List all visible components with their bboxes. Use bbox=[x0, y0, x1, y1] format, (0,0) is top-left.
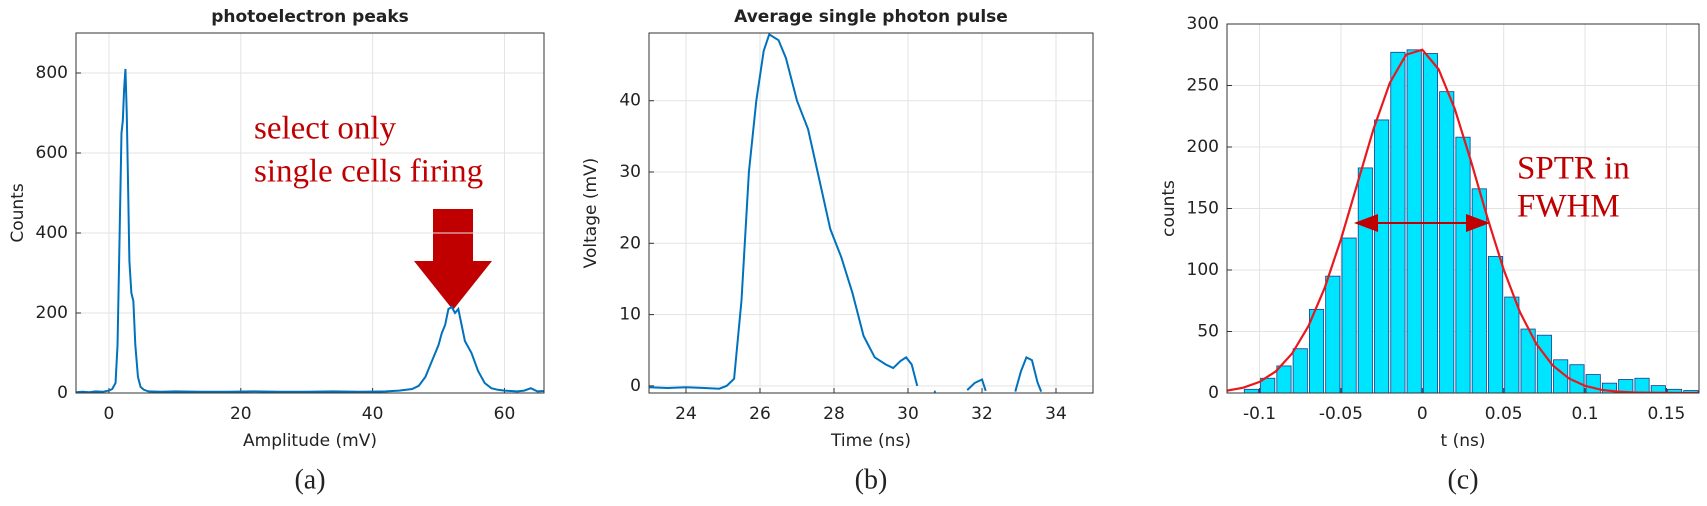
histogram-bar bbox=[1455, 136, 1471, 394]
histogram-bar bbox=[1504, 296, 1520, 394]
y-tick-label: 40 bbox=[619, 91, 641, 111]
histogram-bar bbox=[1374, 119, 1390, 394]
axes-box bbox=[648, 32, 1094, 394]
fwhm-arrow bbox=[1354, 214, 1378, 232]
y-tick-label: 200 bbox=[36, 303, 68, 323]
histogram-bar bbox=[1243, 388, 1259, 394]
histogram-bar bbox=[1488, 256, 1504, 394]
axes-box bbox=[1226, 23, 1700, 394]
y-tick-label: 600 bbox=[36, 143, 68, 163]
annotation: select only bbox=[254, 111, 397, 147]
histogram-bar bbox=[1585, 374, 1601, 394]
x-tick-label: 0.1 bbox=[1572, 404, 1599, 424]
caption: (a) bbox=[294, 464, 325, 495]
histogram-bar bbox=[1634, 377, 1650, 394]
y-tick-label: 800 bbox=[36, 63, 68, 83]
fwhm-arrow bbox=[1466, 214, 1490, 232]
annotation: FWHM bbox=[1517, 189, 1620, 225]
y-tick-label: 400 bbox=[36, 223, 68, 243]
arrow-shaft bbox=[433, 209, 473, 261]
y-tick-label: 50 bbox=[1197, 322, 1219, 342]
annotation: single cells firing bbox=[254, 154, 483, 190]
x-tick-label: 20 bbox=[230, 404, 252, 424]
x-tick-label: 24 bbox=[675, 404, 697, 424]
y-axis-label: counts bbox=[1159, 180, 1179, 237]
axes-box bbox=[75, 32, 545, 394]
x-tick-label: 30 bbox=[897, 404, 919, 424]
data-line bbox=[76, 68, 544, 393]
histogram-bar bbox=[1276, 365, 1292, 394]
data-line bbox=[649, 33, 1043, 393]
y-tick-label: 200 bbox=[1187, 137, 1219, 157]
x-tick-label: 0 bbox=[104, 404, 115, 424]
chart-title: photoelectron peaks bbox=[211, 7, 409, 27]
y-tick-label: 10 bbox=[619, 305, 641, 325]
histogram-bar bbox=[1341, 237, 1357, 394]
histogram-bar bbox=[1439, 91, 1455, 394]
x-tick-label: 40 bbox=[362, 404, 384, 424]
y-tick-label: 150 bbox=[1187, 199, 1219, 219]
x-tick-label: 34 bbox=[1045, 404, 1067, 424]
caption: (b) bbox=[855, 464, 888, 495]
x-tick-label: -0.05 bbox=[1319, 404, 1363, 424]
y-axis-label: Voltage (mV) bbox=[581, 158, 601, 269]
y-tick-label: 300 bbox=[1187, 14, 1219, 34]
x-tick-label: 32 bbox=[971, 404, 993, 424]
x-tick-label: 0.05 bbox=[1485, 404, 1523, 424]
fit-curve bbox=[1227, 48, 1699, 393]
x-axis-label: Time (ns) bbox=[830, 431, 911, 451]
x-tick-label: 26 bbox=[749, 404, 771, 424]
x-tick-label: 0 bbox=[1417, 404, 1428, 424]
chart-title: Average single photon pulse bbox=[734, 7, 1008, 27]
histogram-bar bbox=[1308, 308, 1325, 394]
y-tick-label: 0 bbox=[1208, 383, 1219, 403]
histogram-bar bbox=[1292, 348, 1308, 394]
x-tick-label: 28 bbox=[823, 404, 845, 424]
histogram-bar bbox=[1325, 275, 1341, 394]
annotation: SPTR in bbox=[1517, 151, 1630, 187]
y-axis-label: Counts bbox=[8, 183, 28, 242]
y-tick-label: 30 bbox=[619, 162, 641, 182]
histogram-bar bbox=[1536, 334, 1552, 394]
x-tick-label: 0.15 bbox=[1648, 404, 1686, 424]
histogram-bar bbox=[1357, 167, 1373, 394]
x-axis-label: Amplitude (mV) bbox=[243, 431, 377, 451]
y-tick-label: 20 bbox=[619, 233, 641, 253]
y-tick-label: 250 bbox=[1187, 76, 1219, 96]
x-tick-label: 60 bbox=[494, 404, 516, 424]
x-tick-label: -0.1 bbox=[1243, 404, 1276, 424]
x-axis-label: t (ns) bbox=[1441, 431, 1486, 451]
y-tick-label: 0 bbox=[57, 383, 68, 403]
y-tick-label: 100 bbox=[1187, 260, 1219, 280]
caption: (c) bbox=[1447, 464, 1478, 495]
y-tick-label: 0 bbox=[630, 376, 641, 396]
histogram-bar bbox=[1406, 49, 1422, 394]
arrow-head bbox=[414, 261, 492, 310]
